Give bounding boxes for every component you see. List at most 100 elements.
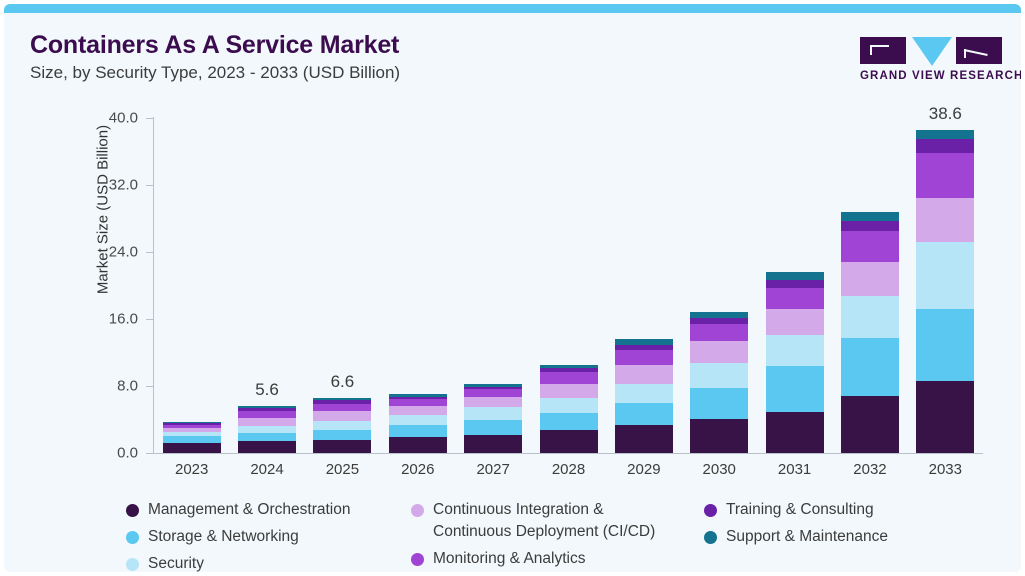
bar-segment[interactable] [464,396,523,408]
bar-segment[interactable] [840,295,899,339]
bar-segment[interactable] [539,429,598,453]
bar-segment[interactable] [388,405,447,415]
bar-segment[interactable] [238,417,297,426]
legend-item[interactable]: Management & Orchestration [126,499,416,521]
bar-segment[interactable] [840,338,899,397]
bar-segment[interactable] [464,407,523,421]
bar-segment[interactable] [162,423,221,425]
bar-segment[interactable] [388,396,447,400]
bar-segment[interactable] [388,394,447,397]
legend-item[interactable]: Continuous Integration & Continuous Depl… [411,499,701,543]
bar-segment[interactable] [162,442,221,453]
bar-segment[interactable] [840,211,899,222]
bar-segment[interactable] [539,383,598,398]
bar-segment[interactable] [614,383,673,403]
bar-segment[interactable] [464,384,523,387]
bar-segment[interactable] [614,339,673,345]
bar-segment[interactable] [916,308,975,381]
bar-segment[interactable] [690,323,749,341]
bar-segment[interactable] [765,411,824,453]
bar-segment[interactable] [162,436,221,443]
bar-segment[interactable] [614,424,673,453]
bar-segment[interactable] [840,231,899,263]
bar-segment[interactable] [916,138,975,154]
bar-2030[interactable] [690,312,749,453]
bar-segment[interactable] [313,421,372,430]
bar-segment[interactable] [916,241,975,309]
bar-2024[interactable] [238,406,297,453]
bar-segment[interactable] [916,129,975,139]
legend-item[interactable]: Monitoring & Analytics [411,548,701,570]
bar-segment[interactable] [162,424,221,428]
bar-2031[interactable] [765,272,824,453]
bar-segment[interactable] [765,308,824,336]
bar-2025[interactable] [313,397,372,453]
bar-segment[interactable] [690,363,749,388]
bar-segment[interactable] [539,397,598,413]
bar-segment[interactable] [539,412,598,430]
bar-segment[interactable] [238,432,297,442]
bar-segment[interactable] [313,403,372,412]
bar-segment[interactable] [916,153,975,198]
bar-segment[interactable] [614,402,673,425]
bar-segment[interactable] [238,408,297,412]
bar-segment[interactable] [238,411,297,418]
bar-segment[interactable] [840,262,899,296]
bar-segment[interactable] [765,365,824,412]
bar-segment[interactable] [840,221,899,232]
bar-segment[interactable] [238,406,297,409]
bar-value-label: 38.6 [928,103,962,123]
bar-segment[interactable] [162,422,221,424]
bar-segment[interactable] [388,437,447,453]
bar-segment[interactable] [765,287,824,309]
bar-segment[interactable] [690,317,749,324]
bar-segment[interactable] [464,386,523,390]
bar-segment[interactable] [388,425,447,438]
bar-segment[interactable] [388,399,447,406]
bar-segment[interactable] [765,335,824,366]
bar-2026[interactable] [388,394,447,453]
bar-2027[interactable] [464,384,523,453]
bar-segment[interactable] [539,365,598,369]
bar-segment[interactable] [765,279,824,288]
bar-segment[interactable] [238,425,297,433]
bar-segment[interactable] [464,434,523,453]
bar-segment[interactable] [162,431,221,437]
bar-segment[interactable] [313,400,372,404]
legend-item[interactable]: Training & Consulting [704,499,1004,521]
legend-item[interactable]: Support & Maintenance [704,526,1004,548]
bar-segment[interactable] [690,340,749,364]
bar-segment[interactable] [313,397,372,401]
bar-segment[interactable] [238,441,297,453]
bar-segment[interactable] [464,389,523,397]
legend-item[interactable]: Storage & Networking [126,526,416,548]
bar-segment[interactable] [539,372,598,384]
bar-segment[interactable] [916,197,975,242]
bar-segment[interactable] [916,380,975,453]
bar-segment[interactable] [313,439,372,453]
bar-segment[interactable] [690,387,749,420]
bar-segment[interactable] [313,411,372,422]
bar-segment[interactable] [464,420,523,435]
legend-item[interactable]: Security [126,553,416,572]
bar-segment[interactable] [765,272,824,280]
bar-segment[interactable] [313,429,372,440]
bar-2023[interactable] [162,422,221,453]
legend-swatch-icon [411,553,424,566]
bar-segment[interactable] [614,364,673,384]
bar-2033[interactable] [916,129,975,453]
bar-segment[interactable] [614,350,673,365]
legend-swatch-icon [411,504,424,517]
bar-segment[interactable] [840,396,899,453]
bar-segment[interactable] [614,344,673,351]
bar-segment[interactable] [690,312,749,318]
brand-logo: GRAND VIEW RESEARCH [860,37,1021,87]
legend-swatch-icon [704,504,717,517]
bar-2028[interactable] [539,365,598,453]
bar-segment[interactable] [690,419,749,453]
bar-segment[interactable] [539,368,598,373]
bar-segment[interactable] [162,427,221,432]
bar-2029[interactable] [614,339,673,453]
bar-2032[interactable] [840,211,899,453]
bar-segment[interactable] [388,414,447,426]
